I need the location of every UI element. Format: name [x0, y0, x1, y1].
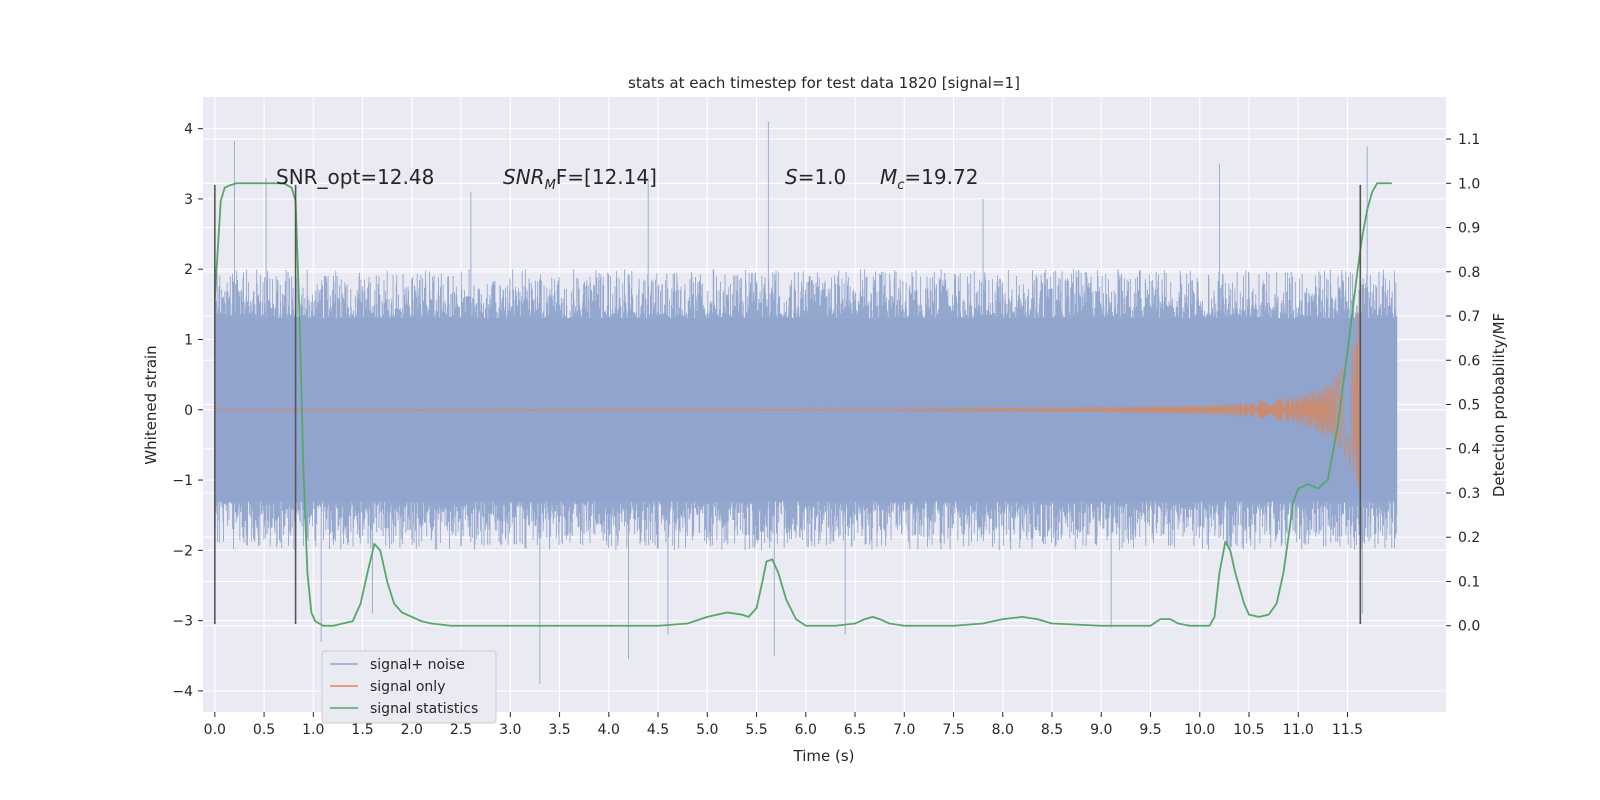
annotation-mc-sub: c — [897, 178, 904, 193]
legend-label-signal-statistics: signal statistics — [370, 701, 478, 717]
x-tick-label: 0.0 — [204, 722, 226, 738]
y-left-tick-label: −4 — [172, 684, 193, 700]
annotation-snr-mf-sub: M — [545, 178, 556, 193]
y-right-axis-ticks: 1.1 1.0 0.9 0.8 0.7 0.6 0.5 0.4 0.3 0.2 0.1 0.0 — [1446, 132, 1480, 635]
y-right-tick-label: 0.9 — [1458, 221, 1480, 237]
y-left-tick-label: 3 — [184, 192, 193, 208]
legend-box — [321, 650, 497, 724]
x-tick-label: 1.0 — [302, 722, 324, 738]
y-right-tick-label: 0.5 — [1458, 398, 1480, 414]
x-tick-label: 9.0 — [1090, 722, 1112, 738]
y-left-tick-label: 4 — [184, 122, 193, 138]
y-right-tick-label: 0.1 — [1458, 574, 1480, 590]
x-tick-label: 3.0 — [499, 722, 521, 738]
y-right-tick-label: 0.6 — [1458, 353, 1480, 369]
legend: signal+ noise signal only signal statist… — [321, 650, 497, 724]
annotation-snr-opt: SNR_opt=12.48 — [276, 165, 434, 189]
x-tick-label: 0.5 — [253, 722, 275, 738]
y-left-tick-label: −2 — [172, 543, 193, 559]
y-right-tick-label: 0.8 — [1458, 265, 1480, 281]
y-right-tick-label: 0.2 — [1458, 530, 1480, 546]
x-tick-label: 2.5 — [450, 722, 472, 738]
y-left-tick-label: −3 — [172, 614, 193, 630]
annotation-s-var: S — [785, 165, 798, 189]
y-right-tick-label: 0.0 — [1458, 619, 1480, 635]
x-tick-label: 8.5 — [1041, 722, 1063, 738]
annotation-s-rest: =1.0 — [798, 165, 847, 189]
y-left-axis-label: Whitened strain — [142, 345, 160, 464]
x-tick-label: 2.0 — [401, 722, 423, 738]
x-tick-label: 4.5 — [647, 722, 669, 738]
chart-title: stats at each timestep for test data 182… — [628, 74, 1020, 92]
annotation-snr-mf-rest: F=[12.14] — [556, 165, 657, 189]
y-left-axis-ticks: 4 3 2 1 0 −1 −2 −3 −4 — [172, 122, 203, 700]
x-axis-ticks: 0.0 0.5 1.0 1.5 2.0 2.5 3.0 3.5 4.0 4.5 5.0 5.5 6.0 6… — [204, 712, 1363, 738]
x-axis-label: Time (s) — [793, 747, 855, 765]
legend-label-signal-noise: signal+ noise — [370, 657, 465, 673]
x-tick-label: 6.5 — [844, 722, 866, 738]
annotation-snr-mf: SNRMF=[12.14] — [503, 165, 657, 193]
series-signal-statistics — [213, 182, 1392, 627]
x-tick-label: 10.5 — [1233, 722, 1264, 738]
x-tick-label: 1.5 — [351, 722, 373, 738]
markers-layer — [214, 184, 1362, 625]
y-right-tick-label: 0.4 — [1458, 442, 1480, 458]
annotation-mc-var: M — [880, 165, 897, 189]
y-left-tick-label: 1 — [184, 332, 193, 348]
x-tick-label: 5.5 — [745, 722, 767, 738]
annotation-mc: Mc=19.72 — [880, 165, 978, 193]
x-tick-label: 9.5 — [1139, 722, 1161, 738]
x-tick-label: 6.0 — [795, 722, 817, 738]
series-signal-only — [214, 274, 1361, 494]
x-tick-label: 11.0 — [1283, 722, 1314, 738]
y-right-tick-label: 1.1 — [1458, 132, 1480, 148]
annotation-s: S=1.0 — [785, 165, 846, 189]
x-tick-label: 4.0 — [598, 722, 620, 738]
x-tick-label: 7.0 — [893, 722, 915, 738]
x-tick-label: 7.5 — [942, 722, 964, 738]
y-right-axis-label: Detection probability/MF — [1490, 313, 1508, 497]
x-tick-label: 10.0 — [1184, 722, 1215, 738]
x-tick-label: 8.0 — [992, 722, 1014, 738]
y-right-tick-label: 0.3 — [1458, 486, 1480, 502]
annotation-mc-rest: =19.72 — [904, 165, 978, 189]
y-right-tick-label: 1.0 — [1458, 176, 1480, 192]
x-tick-label: 11.5 — [1332, 722, 1363, 738]
series-layer — [213, 121, 1398, 684]
x-tick-label: 5.0 — [696, 722, 718, 738]
annotation-snr-mf-main: SNR — [503, 165, 545, 189]
x-tick-label: 3.5 — [548, 722, 570, 738]
y-right-tick-label: 0.7 — [1458, 309, 1480, 325]
y-left-tick-label: 0 — [184, 403, 193, 419]
legend-label-signal-only: signal only — [370, 679, 445, 695]
y-left-tick-label: 2 — [184, 262, 193, 278]
y-left-tick-label: −1 — [172, 473, 193, 489]
